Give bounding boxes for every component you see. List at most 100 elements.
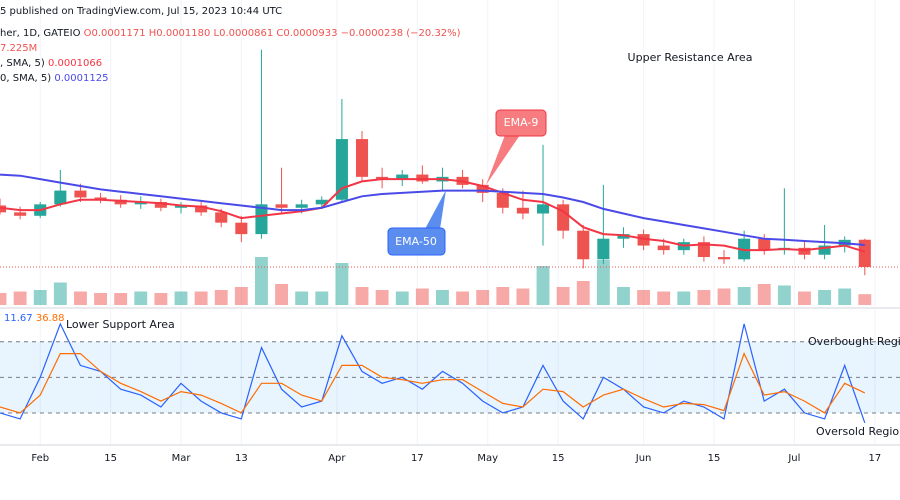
x-tick-label: Jun [635, 453, 652, 464]
candle-body [235, 222, 248, 235]
volume-bar [415, 288, 429, 305]
candle-body [74, 190, 87, 198]
volume-bar [838, 288, 852, 305]
volume-bar [114, 293, 128, 305]
legend-value: 0.0001066 [48, 58, 102, 69]
volume-bar [436, 290, 449, 305]
volume-bar [355, 287, 369, 305]
candle-body [758, 238, 771, 251]
volume-bar [677, 291, 691, 305]
x-tick-label: Apr [328, 453, 346, 464]
candle-body [496, 192, 509, 208]
candle-body [14, 212, 27, 216]
volume-bar [757, 284, 771, 305]
volume-bar [154, 293, 168, 305]
x-tick-label: 15 [708, 453, 721, 464]
symbol-line: her, 1D, GATEIO O0.0001171 H0.0001180 L0… [0, 28, 461, 39]
volume-bar [617, 287, 630, 305]
x-tick-label: 17 [868, 453, 881, 464]
candle-body [335, 139, 348, 200]
volume-legend: 7.225M [0, 43, 37, 54]
candle-body [114, 199, 127, 205]
annotation: EMA-9 [504, 116, 539, 129]
volume-bar [275, 284, 288, 305]
candle-body [617, 234, 630, 239]
volume-bar [798, 291, 811, 305]
candle-body [154, 202, 167, 208]
volume-bar [395, 291, 409, 305]
candle-body [134, 202, 147, 205]
volume-bar [134, 291, 148, 305]
stoch-line [0, 352, 866, 414]
volume-bar [456, 291, 470, 305]
volume-bar [295, 291, 309, 305]
volume-bar [516, 288, 530, 305]
candle-body [315, 199, 328, 205]
candle-body [416, 174, 429, 182]
candle-body [637, 234, 650, 246]
x-tick-label: Jul [787, 453, 800, 464]
volume-bar [657, 291, 671, 305]
candle-body [798, 247, 811, 255]
volume-bar [53, 282, 67, 305]
x-tick-label: Feb [31, 453, 49, 464]
volume-bar [194, 291, 208, 305]
candle-body [174, 205, 188, 208]
legend-name: , SMA, 5) [0, 58, 45, 69]
volume-bar [596, 260, 610, 305]
ohlc: O0.0001171 H0.0001180 L0.0000861 C0.0000… [84, 28, 338, 39]
ema9-legend: , SMA, 5) 0.0001066 [0, 58, 102, 69]
legend-value: 36.88 [36, 313, 65, 324]
stoch-line [0, 322, 866, 423]
volume-bar [74, 291, 87, 305]
candle-body [476, 184, 489, 193]
candle-body [657, 245, 670, 251]
x-tick-label: Mar [172, 453, 192, 464]
annotation: EMA-50 [395, 235, 437, 248]
candle-body [255, 204, 268, 235]
annotation: Lower Support Area [66, 318, 175, 331]
annotation: Overbought Regio [808, 335, 900, 348]
volume-bar [476, 290, 490, 305]
volume-bar [234, 287, 248, 305]
candle-body [717, 257, 731, 260]
volume-bar [13, 291, 27, 305]
volume-bar [0, 293, 7, 305]
change: −0.0000238 (−20.32%) [341, 28, 461, 39]
candle-body [376, 176, 389, 180]
x-tick-label: 17 [411, 453, 424, 464]
candle-body [275, 204, 288, 208]
annotation: Oversold Region [816, 425, 900, 438]
stoch-legend: 11.67 36.88 [4, 313, 64, 324]
volume-bar [214, 290, 228, 305]
candle-body [195, 205, 208, 213]
candle-body [697, 242, 710, 258]
candle-body [738, 238, 751, 260]
callout-pointer [425, 190, 446, 229]
volume-bar [818, 290, 832, 305]
ema50-legend: 0, SMA, 5) 0.0001125 [0, 73, 108, 84]
volume-bar [576, 281, 590, 305]
candle-body [396, 174, 409, 180]
volume-bar [496, 287, 510, 305]
legend-value: 11.67 [4, 313, 33, 324]
volume-bar [737, 287, 751, 305]
ema-line [0, 178, 866, 253]
callout-pointer [486, 135, 520, 185]
volume-bar [717, 288, 731, 305]
x-tick-label: 15 [552, 453, 565, 464]
volume-bar [858, 294, 872, 305]
candle-body [355, 139, 369, 177]
callout-box [495, 109, 547, 137]
ema-line [0, 173, 865, 246]
volume-bar [174, 291, 188, 305]
candle-body [536, 204, 550, 214]
candle-body [818, 245, 831, 255]
candle-body [516, 207, 529, 214]
candle-body [858, 239, 871, 267]
annotation: Upper Resistance Area [628, 51, 753, 64]
candle-body [54, 190, 67, 205]
symbol: her, 1D, GATEIO [0, 28, 81, 39]
candle-body [295, 204, 308, 208]
